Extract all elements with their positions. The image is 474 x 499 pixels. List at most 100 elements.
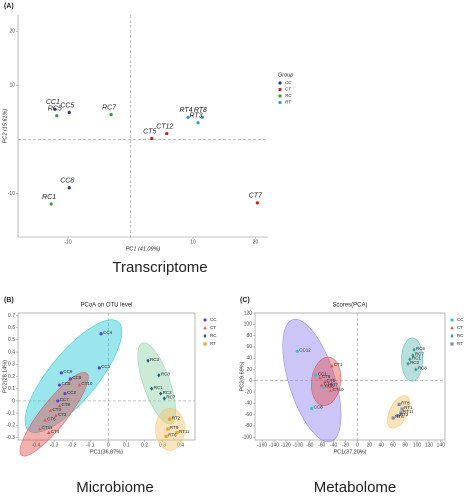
point-label: RT3 [189,113,202,120]
x-tick-label: 0.4 [177,442,184,448]
point-label: RT4 [179,107,192,114]
point-label: CC6 [72,375,81,380]
point-label: CT7 [330,383,339,388]
point-label: RC6 [416,346,425,351]
point [200,115,204,119]
x-tick-label: 20 [367,442,373,448]
point [97,366,101,370]
point [99,332,103,336]
point-label: CC5 [60,102,74,109]
point-label: RT6 [395,414,404,419]
point [55,114,59,118]
y-axis-label: PC2(28.14%) [2,360,8,393]
point [414,367,418,372]
chart-title: Scores(PCA) [332,303,367,309]
confidence-ellipse [19,372,89,457]
point [196,121,200,125]
caption: Microbiome [76,479,154,496]
point [37,427,42,431]
point [67,110,71,115]
x-tick-label: 80 [402,442,408,448]
point-label: RC7 [102,104,117,111]
confidence-ellipse [401,337,424,382]
point [411,353,415,358]
point-label: CC4 [103,330,112,335]
point [67,186,71,190]
x-tick-label: 20 [253,239,259,245]
point [54,413,58,417]
confidence-ellipse [387,395,411,429]
legend-marker [450,326,454,330]
x-tick-label: -0.3 [50,442,59,448]
point [157,373,161,378]
y-tick-label: 0.5 [8,337,15,343]
x-tick-label: -10 [64,239,71,245]
point [295,349,299,353]
legend-marker [450,342,454,346]
point [400,407,404,411]
y-tick-label: 40 [246,355,252,361]
panel-label: (C) [240,297,250,304]
point [56,399,60,403]
point-label: CC7 [60,397,69,402]
legend-marker [278,87,282,92]
y-tick-label: -0.1 [6,410,15,416]
point [397,402,401,407]
point [57,383,62,387]
point-label: RC1 [154,385,163,390]
point [159,391,163,396]
point [68,377,72,381]
x-tick-label: 0.2 [141,442,148,448]
y-axis-label: PC2(9.69%) [239,361,245,391]
y-tick-label: -40 [245,401,252,407]
confidence-ellipse [24,319,123,433]
y-tick-label: 0.3 [8,362,15,368]
point-label: CT5 [143,128,156,135]
x-axis-label: PC1(36.87%) [90,449,123,455]
confidence-ellipse [155,408,186,451]
point-label: RC3 [410,360,419,365]
point-label: RT2 [400,412,409,417]
x-tick-label: 140 [437,442,446,448]
x-tick-label: -60 [318,442,325,448]
point [396,414,400,418]
point-label: CC2 [67,390,76,395]
x-tick-label: -0.1 [86,442,95,448]
confidence-ellipse [311,356,342,406]
x-tick-label: 0.1 [123,442,130,448]
legend-title: Group [278,72,293,78]
x-tick-label: 10 [190,239,196,245]
y-tick-label: -0.3 [6,435,15,441]
y-tick-label: -100 [242,435,252,441]
y-tick-label: 0.7 [8,313,15,319]
legend-label: CT [457,325,463,330]
point-label: CC1 [46,99,60,106]
point-label: RT1 [404,405,413,410]
panel-label: (B) [4,297,14,304]
point [164,434,168,438]
point-label: RC1 [412,355,421,360]
y-tick-label: -80 [245,423,252,429]
point [77,383,82,387]
point-label: CT12 [156,123,173,130]
point-label: RT2 [172,415,181,420]
x-tick-label: 100 [413,442,422,448]
point [406,361,410,366]
point-label: RC7 [166,395,175,400]
x-tick-label: -80 [306,442,313,448]
point-label: CT7 [249,193,263,200]
legend-label: CC [457,317,464,322]
legend-marker [278,94,282,98]
point [168,417,172,421]
legend-label: RT [285,100,292,105]
point [162,396,166,401]
point-label: CT11 [42,425,53,430]
x-tick-label: 0 [107,442,110,448]
caption: Metabolome [314,479,397,496]
point-label: CT4 [51,429,60,434]
point [391,416,395,420]
chart-title: PCoA on OTU level [80,303,132,309]
point [63,391,67,396]
point [330,364,334,368]
point-label: RC8 [161,371,170,376]
